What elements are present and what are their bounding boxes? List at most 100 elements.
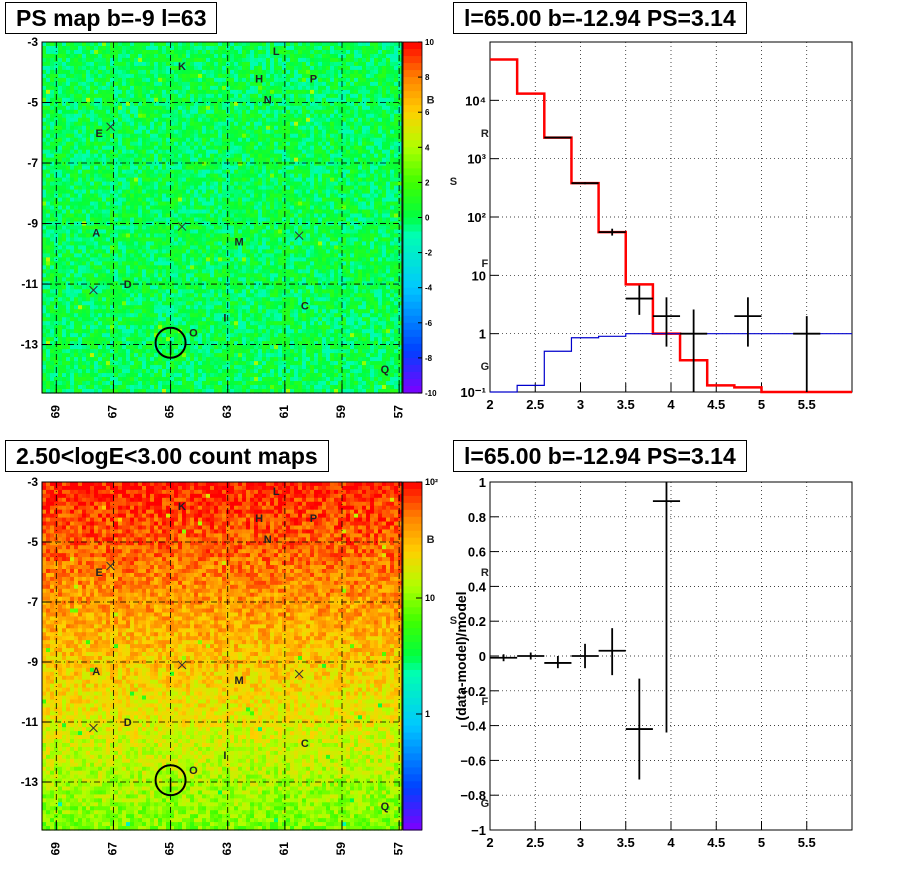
ps-cell [354,257,359,262]
ps-cell [306,105,311,111]
ps-cell [198,233,203,239]
ps-cell [194,237,199,243]
ps-cell [334,153,339,159]
ps-cell [230,69,235,75]
ps-cell [102,201,107,207]
ps-cell [110,241,115,247]
ps-cell [346,137,351,143]
ps-cell [286,205,291,211]
ps-cell [254,105,259,111]
ps-cell [314,181,319,187]
ps-cell [246,57,251,63]
ps-cell [58,209,63,215]
ps-cell [78,253,83,258]
ps-cell [70,225,75,231]
ps-cell [370,153,375,159]
ps-cell [302,45,307,51]
ps-cell [134,81,139,87]
ps-cell [322,97,327,103]
ps-cell [278,201,283,207]
ps-cell [242,57,247,63]
ps-cell [254,173,259,179]
ps-cell [278,77,283,83]
ps-cell [182,193,187,199]
ps-cell [90,69,95,75]
ps-cell [98,233,103,239]
ps-cell [326,181,331,187]
ps-cell [318,45,323,51]
ps-cell [226,233,231,239]
ps-cell [238,105,243,111]
ps-cell [254,185,259,191]
ps-cell [374,45,379,51]
ps-cell [258,177,263,183]
ps-cell [170,105,175,111]
ps-cell [114,129,119,135]
ps-cell [46,125,51,131]
ps-cell [250,229,255,235]
ps-cell [106,257,111,262]
ps-cell [98,161,103,167]
ps-cell [86,65,91,71]
ps-cell [150,249,155,254]
ps-cell [142,45,147,51]
ps-cell [274,45,279,51]
ps-cell [366,185,371,191]
ps-cell [114,61,119,67]
ps-cell [310,161,315,167]
ps-cell [286,125,291,131]
ps-cell [374,109,379,115]
ps-cell [106,233,111,239]
ps-cell [202,189,207,195]
ps-cell [178,233,183,239]
ps-cell [134,261,139,266]
ps-cell [62,69,67,75]
ps-cell [370,85,375,91]
ps-cell [358,61,363,67]
ps-cell [174,69,179,75]
ps-cell [330,93,335,99]
ps-cell [90,57,95,63]
ps-cell [114,237,119,243]
ps-cell [166,77,171,83]
ps-cell [394,153,399,159]
ps-cell [346,81,351,87]
ps-cell [42,161,47,167]
ps-cell [326,229,331,235]
ps-cell [154,45,159,51]
ps-cell [58,161,63,167]
ps-cell [330,117,335,123]
ps-cell [302,145,307,151]
ps-cell [114,73,119,79]
ps-cell [270,141,275,147]
ps-cell [234,189,239,195]
ps-cell [274,193,279,199]
ps-cell [278,217,283,223]
ps-cell [202,129,207,135]
ps-cell [390,173,395,179]
ps-cell [182,205,187,211]
ps-cell [206,113,211,119]
ps-cell [394,73,399,79]
ps-cell [110,117,115,123]
ps-cell [314,225,319,231]
ps-cell [294,221,299,227]
ps-cell [314,61,319,67]
ps-cell [238,133,243,139]
ps-cell [318,157,323,163]
ps-cell [266,141,271,147]
ps-cell [86,121,91,127]
ps-cell [150,89,155,95]
ps-cell [118,177,123,183]
ps-cell [82,169,87,175]
ps-cell [142,225,147,231]
ps-cell [294,149,299,155]
ps-cell [162,145,167,151]
ps-cell [338,165,343,171]
ps-cell [322,161,327,167]
ps-cell [302,137,307,143]
ps-cell [266,117,271,123]
ps-cell [126,81,131,87]
ps-cell [114,197,119,203]
ps-cell [254,57,259,63]
